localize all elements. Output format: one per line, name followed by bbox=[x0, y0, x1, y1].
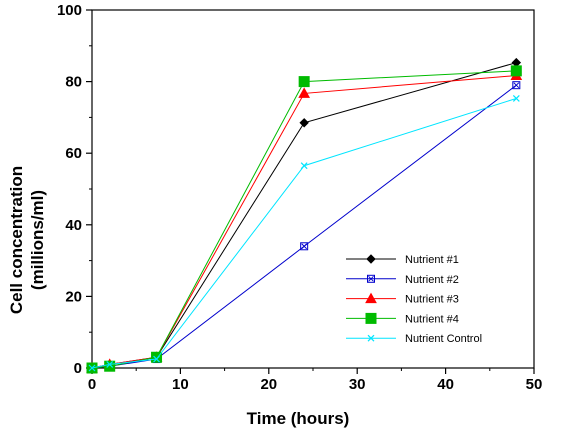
data-point-box bbox=[512, 81, 521, 90]
data-point bbox=[300, 162, 308, 170]
x-tick-label: 10 bbox=[172, 376, 189, 393]
data-point bbox=[299, 118, 309, 128]
data-point bbox=[151, 351, 163, 363]
y-axis-title: Cell concentration (millions/ml) bbox=[7, 166, 47, 314]
series-line bbox=[91, 84, 517, 369]
data-point bbox=[367, 334, 375, 342]
legend-item-1: Nutrient #1 bbox=[346, 254, 459, 266]
x-axis-title: Time (hours) bbox=[247, 409, 350, 428]
y-tick-label: 0 bbox=[74, 360, 82, 377]
data-point-cross bbox=[88, 364, 96, 372]
data-point bbox=[365, 292, 377, 304]
data-point-cross bbox=[106, 360, 114, 368]
plot-series bbox=[86, 57, 523, 374]
legend-item-4: Nutrient #4 bbox=[346, 312, 459, 325]
legend-label: Nutrient #2 bbox=[405, 274, 459, 286]
data-point-cross bbox=[368, 275, 374, 282]
data-point bbox=[512, 95, 520, 102]
data-point bbox=[366, 254, 376, 264]
data-point bbox=[153, 355, 160, 363]
data-point-box bbox=[367, 274, 375, 283]
data-point-cross bbox=[301, 243, 308, 250]
x-tick-label: 20 bbox=[260, 376, 277, 393]
legend: Nutrient #1 Nutrient #2 Nutrient #3 Nutrien… bbox=[346, 254, 482, 345]
plot-frame bbox=[91, 9, 535, 369]
y-tick-label: 60 bbox=[65, 145, 82, 162]
series-3 bbox=[86, 69, 523, 373]
x-tick-label: 50 bbox=[526, 376, 543, 393]
data-point-box bbox=[300, 242, 309, 251]
data-point bbox=[104, 360, 116, 372]
legend-label: Nutrient #3 bbox=[405, 294, 459, 306]
x-tick-label: 40 bbox=[437, 376, 454, 393]
data-point bbox=[512, 81, 521, 90]
legend-label: Nutrient Control bbox=[405, 333, 482, 345]
y-tick-label: 100 bbox=[57, 2, 82, 19]
data-point-cross bbox=[367, 334, 375, 342]
y-axis-title-line1: Cell concentration bbox=[7, 166, 26, 314]
series-5 bbox=[88, 95, 520, 372]
data-point bbox=[298, 76, 310, 88]
y-axis-title-line2: (millions/ml) bbox=[28, 190, 47, 290]
axes: 0 10 20 30 40 50 0 20 40 60 80 100 bbox=[57, 2, 542, 393]
data-point bbox=[510, 65, 522, 77]
data-point bbox=[300, 242, 309, 251]
legend-item-2: Nutrient #2 bbox=[346, 274, 459, 286]
legend-item-5: Nutrient Control bbox=[346, 333, 482, 345]
data-point-cross bbox=[300, 162, 308, 170]
series-4 bbox=[86, 65, 522, 374]
y-tick-label: 80 bbox=[65, 74, 82, 91]
y-tick-label: 20 bbox=[65, 288, 82, 305]
data-point bbox=[106, 360, 114, 368]
x-tick-label: 30 bbox=[349, 376, 366, 393]
x-tick-label: 0 bbox=[88, 376, 96, 393]
y-tick-label: 40 bbox=[65, 217, 82, 234]
data-point bbox=[365, 312, 377, 324]
data-point-cross bbox=[513, 82, 520, 89]
legend-item-3: Nutrient #3 bbox=[346, 292, 459, 306]
data-point-cross bbox=[512, 95, 520, 102]
legend-label: Nutrient #4 bbox=[405, 313, 459, 325]
legend-label: Nutrient #1 bbox=[405, 254, 459, 266]
data-point bbox=[88, 364, 96, 372]
series-line bbox=[91, 97, 517, 369]
data-point-cross bbox=[153, 355, 160, 363]
data-point bbox=[367, 274, 375, 283]
data-point bbox=[298, 87, 311, 98]
